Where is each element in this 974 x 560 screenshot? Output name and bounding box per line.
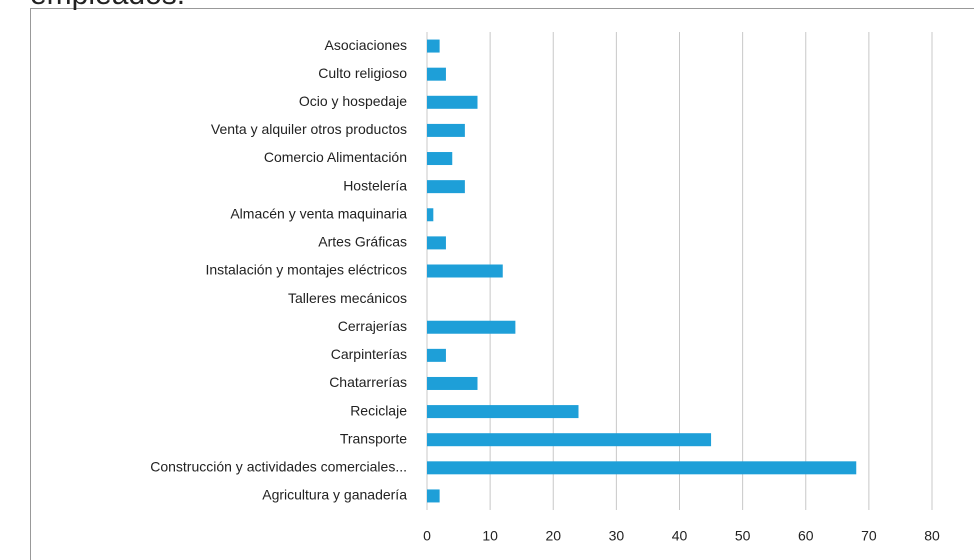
bar [427,376,478,390]
bar [427,39,440,53]
bar [427,236,446,250]
y-tick-label: Artes Gráficas [318,234,407,250]
bar [427,264,503,278]
bar [427,180,465,194]
x-tick-label: 10 [482,528,498,544]
y-tick-label: Venta y alquiler otros productos [211,121,407,137]
y-tick-label: Construcción y actividades comerciales..… [150,459,407,475]
y-tick-label: Comercio Alimentación [264,149,407,165]
x-tick-label: 50 [735,528,751,544]
bar [427,320,516,334]
bar [427,433,712,447]
x-tick-label: 30 [609,528,625,544]
y-tick-label: Hostelería [343,177,407,193]
y-tick-label: Instalación y montajes eléctricos [205,262,407,278]
bar [427,67,446,81]
y-tick-label: Asociaciones [325,37,408,53]
bar [427,95,478,109]
y-tick-label: Ocio y hospedaje [299,93,407,109]
y-tick-label: Talleres mecánicos [288,290,407,306]
bar [427,123,465,137]
x-tick-label: 20 [545,528,561,544]
bar [427,461,857,475]
x-tick-label: 70 [861,528,877,544]
bar [427,405,579,419]
y-tick-label: Carpinterías [331,346,407,362]
bar [427,348,446,362]
y-tick-label: Almacén y venta maquinaria [230,205,407,221]
y-tick-label: Culto religioso [318,65,407,81]
bar [427,208,434,222]
y-tick-label: Transporte [340,430,407,446]
bar [427,489,440,503]
x-tick-label: 60 [798,528,814,544]
y-tick-label: Cerrajerías [338,318,407,334]
x-tick-label: 40 [672,528,688,544]
chart-title: empleados. [30,0,185,11]
x-tick-label: 0 [423,528,431,544]
chart-frame [30,8,974,560]
bar [427,152,453,166]
x-tick-label: 80 [924,528,940,544]
y-tick-label: Reciclaje [350,402,407,418]
y-tick-label: Chatarrerías [329,374,407,390]
y-tick-label: Agricultura y ganadería [262,487,407,503]
